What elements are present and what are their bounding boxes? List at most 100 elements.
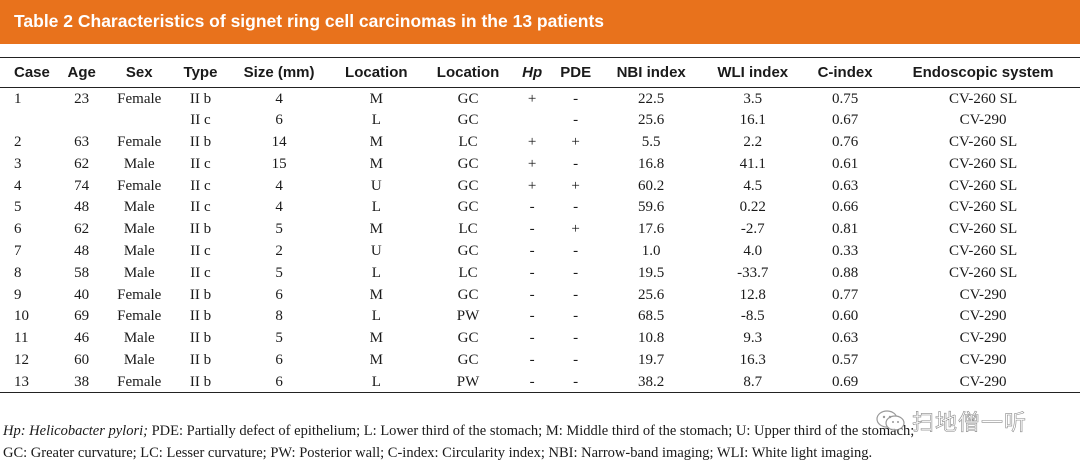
cell-endoscopic-system: CV-260 SL: [948, 242, 1018, 259]
cell-type: II b: [189, 330, 212, 347]
cell-location-2: GC: [457, 242, 479, 259]
cell-age: 40: [74, 286, 90, 303]
cell-nbi-index: 68.5: [638, 308, 665, 325]
cell-pde: -: [573, 308, 579, 325]
cell-c-index: 0.63: [831, 177, 859, 194]
cell-wli-index: 4.0: [743, 242, 763, 259]
cell-pde: -: [573, 112, 579, 129]
cell-sex: Male: [123, 351, 155, 368]
cell-hp: -: [529, 351, 535, 368]
cell-wli-index: -8.5: [740, 308, 765, 325]
cell-nbi-index: 22.5: [638, 90, 665, 107]
cell-sex: Male: [123, 242, 155, 259]
cell-hp: -: [529, 264, 535, 281]
table-row: 1 23 Female II b 4 M GC + - 22.5 3.5 0.75 CV-260 SL: [0, 88, 1080, 110]
cell-age: 62: [74, 221, 90, 238]
cell-type: II c: [190, 199, 211, 216]
cell-type: II b: [189, 221, 212, 238]
cell-age: 63: [74, 133, 90, 150]
cell-age: 60: [74, 351, 90, 368]
cell-hp: -: [513, 370, 551, 394]
cell-size: 6: [275, 112, 283, 129]
cell-location-2: GC: [457, 330, 479, 347]
cell-case: 3: [14, 155, 22, 172]
cell-endoscopic-system: CV-290: [959, 308, 1007, 325]
footnote-line-2: GC: Greater curvature; LC: Lesser curvat…: [3, 445, 873, 461]
cell-pde: -: [573, 155, 579, 172]
cell-pde: +: [571, 133, 580, 150]
cell-endoscopic-system: CV-290: [886, 370, 1080, 394]
cell-pde: +: [571, 177, 580, 194]
cell-location-1: M: [369, 90, 383, 107]
cell-nbi-index: 19.5: [638, 264, 665, 281]
cell-location-1: L: [371, 264, 381, 281]
table-row: 2 63 Female II b 14 M LC + +5.5 2.2 0.76 CV-260 SL: [0, 131, 1080, 153]
cell-size: 6: [275, 286, 283, 303]
cell-age: 46: [74, 330, 90, 347]
col-header-age: Age: [58, 57, 106, 88]
cell-sex: Male: [123, 330, 155, 347]
cell-wli-index: 8.7: [701, 370, 805, 394]
col-header-nbi-index: NBI index: [600, 57, 702, 88]
watermark-text: 扫地僧一听: [912, 411, 1028, 437]
cell-sex: Female: [117, 308, 162, 325]
cell-location-2: GC: [457, 90, 479, 107]
cell-age: 74: [74, 177, 90, 194]
cell-case: [0, 109, 58, 131]
footnote-hp-term: Hp: Helicobacter pylori;: [3, 423, 148, 439]
cell-hp: -: [529, 221, 535, 238]
data-table: Case Age Sex Type Size (mm) Location Loc…: [0, 57, 1080, 394]
cell-size: 15: [271, 155, 287, 172]
cell-wli-index: -2.7: [740, 221, 765, 238]
cell-case: 4: [14, 177, 22, 194]
cell-location-1: L: [371, 112, 381, 129]
cell-sex: Female: [117, 177, 162, 194]
cell-hp: -: [529, 286, 535, 303]
cell-endoscopic-system: CV-290: [959, 351, 1007, 368]
cell-endoscopic-system: CV-260 SL: [948, 133, 1018, 150]
table-body: 1 23 Female II b 4 M GC + -22.5 3.5 0.75 CV-260 SL I…: [0, 88, 1080, 394]
cell-size: 5: [275, 264, 283, 281]
cell-hp: -: [529, 242, 535, 259]
cell-c-index: 0.57: [831, 351, 859, 368]
cell-age: 62: [74, 155, 90, 172]
cell-c-index: 0.88: [831, 264, 859, 281]
cell-sex: Female: [105, 370, 174, 394]
cell-location-2: LC: [458, 264, 478, 281]
cell-hp: +: [527, 155, 537, 172]
cell-endoscopic-system: CV-260 SL: [948, 177, 1018, 194]
cell-wli-index: 16.1: [739, 112, 766, 129]
cell-c-index: 0.61: [831, 155, 859, 172]
cell-sex: Female: [117, 286, 162, 303]
table-title: Table 2 Characteristics of signet ring c…: [14, 11, 605, 31]
cell-location-1: U: [370, 177, 382, 194]
table-row: 10 69 Female II b 8 L PW - - 68.5 -8.5 0.60 CV-290: [0, 305, 1080, 327]
col-header-endoscopic-system: Endoscopic system: [886, 57, 1080, 88]
cell-age: 48: [74, 242, 90, 259]
col-header-type: Type: [173, 57, 228, 88]
cell-case: 10: [14, 308, 29, 325]
col-header-size: Size (mm): [227, 57, 331, 88]
cell-nbi-index: 25.6: [638, 286, 665, 303]
cell-size: 14: [271, 133, 287, 150]
cell-c-index: 0.66: [831, 199, 859, 216]
cell-sex: Male: [123, 155, 155, 172]
cell-location-2: GC: [457, 177, 479, 194]
cell-location-1: M: [369, 330, 383, 347]
cell-type: II b: [189, 90, 212, 107]
cell-pde: +: [571, 221, 580, 238]
table-row: 12 60 Male II b 6 M GC - - 19.7 16.3 0.57 CV-290: [0, 349, 1080, 371]
cell-age: 23: [74, 90, 90, 107]
cell-nbi-index: 17.6: [638, 221, 665, 238]
cell-type: II b: [189, 308, 212, 325]
cell-location-1: M: [369, 286, 383, 303]
col-header-hp: Hp: [513, 57, 551, 88]
cell-case: 8: [14, 264, 22, 281]
table-row: 4 74 Female II c 4 U GC + +60.2 4.5 0.63 CV-260 SL: [0, 175, 1080, 197]
cell-type: II c: [190, 264, 211, 281]
cell-sex: Male: [123, 221, 155, 238]
cell-endoscopic-system: CV-260 SL: [948, 264, 1018, 281]
cell-case: 13: [0, 370, 58, 394]
cell-endoscopic-system: CV-260 SL: [948, 90, 1018, 107]
cell-location-1: L: [371, 199, 381, 216]
